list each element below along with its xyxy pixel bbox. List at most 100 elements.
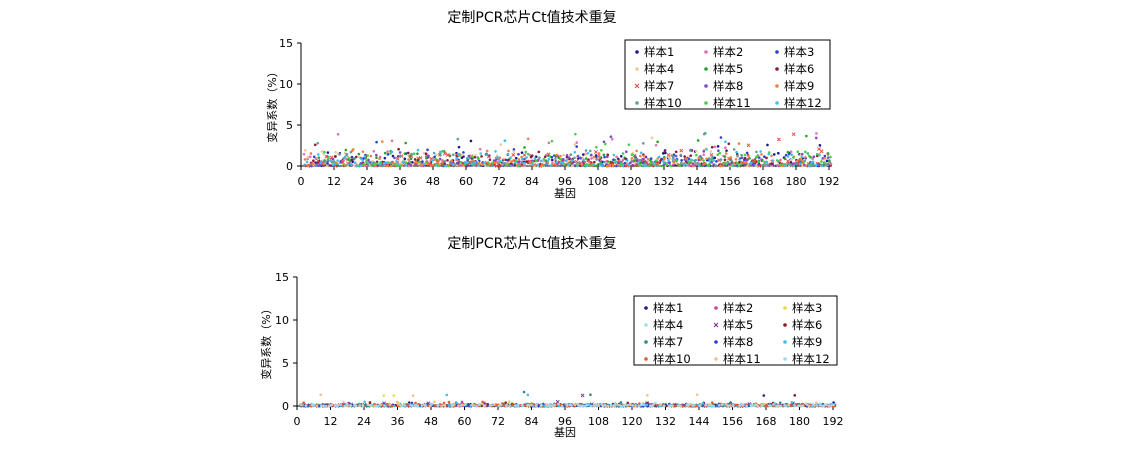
x-tick-label: 156 [720, 175, 741, 188]
point [398, 151, 402, 154]
point [522, 153, 527, 157]
point [409, 154, 414, 159]
point [492, 159, 496, 162]
point [756, 404, 760, 408]
point [490, 404, 493, 407]
point [455, 156, 458, 160]
point [473, 155, 477, 159]
legend: 样本1 样本2 样本3 样本4 样本5 样本6 样本7 样本8 样本9 样本10 样本11 样本12 [633, 295, 838, 366]
point [598, 164, 602, 167]
chart-1: 定制PCR芯片Ct值技术重复 0 5 10 15 0 12 24 36 48 60 72 84 96 108… [265, 9, 840, 200]
point [550, 164, 553, 167]
point [506, 152, 510, 156]
point [595, 155, 598, 159]
point [790, 404, 793, 408]
point [588, 149, 592, 153]
point [581, 153, 585, 156]
legend-item: 样本7 [644, 335, 683, 349]
point [728, 404, 732, 407]
point [492, 403, 496, 407]
point [695, 149, 698, 153]
legend-item: 样本3 [783, 301, 822, 315]
point [559, 154, 562, 158]
point [528, 164, 532, 168]
series-12 [305, 139, 824, 168]
point [657, 155, 661, 159]
legend-item: 样本9 [783, 335, 822, 349]
point [323, 160, 327, 163]
point [690, 159, 694, 162]
point [807, 404, 811, 408]
point [672, 163, 675, 166]
point [624, 150, 628, 154]
point [677, 404, 680, 408]
point [309, 164, 313, 168]
point [674, 154, 678, 158]
legend-label: 样本2 [723, 301, 753, 315]
x-tick-label: 72 [492, 175, 506, 188]
point [800, 155, 804, 159]
point [397, 147, 400, 151]
x-tick-label: 120 [622, 415, 643, 428]
point [730, 159, 733, 162]
legend-label: 样本9 [792, 335, 822, 349]
point [457, 153, 460, 156]
point [567, 156, 571, 159]
point [645, 403, 649, 407]
point [408, 160, 411, 163]
point [334, 404, 337, 407]
legend-marker [704, 50, 708, 54]
point [776, 137, 781, 142]
point [471, 160, 474, 164]
point [824, 164, 827, 167]
point [347, 156, 351, 160]
legend-marker [713, 322, 719, 328]
point [782, 163, 785, 166]
point [407, 162, 411, 166]
point [550, 158, 554, 162]
point [599, 160, 603, 164]
point [531, 160, 535, 164]
x-tick-label: 108 [588, 415, 609, 428]
point [553, 403, 556, 407]
point [772, 153, 776, 156]
point [547, 157, 551, 161]
legend-marker [783, 306, 787, 310]
point [681, 404, 685, 408]
point [331, 157, 335, 161]
point [457, 404, 460, 407]
x-tick-label: 180 [789, 415, 810, 428]
point [606, 404, 610, 408]
point [573, 403, 577, 407]
scatter-points [302, 131, 833, 168]
y-tick-label: 10 [279, 78, 293, 91]
point [414, 403, 417, 407]
point [631, 404, 635, 407]
point [319, 393, 323, 397]
point [400, 404, 403, 408]
legend-marker [783, 323, 787, 327]
point [315, 404, 319, 408]
point [747, 154, 750, 158]
point [592, 160, 596, 164]
point [526, 403, 530, 407]
point [595, 164, 599, 168]
legend-item: 样本8 [714, 335, 753, 349]
point [589, 404, 593, 408]
legend-marker [714, 357, 718, 361]
legend-marker [635, 67, 639, 71]
point [587, 160, 591, 163]
point [359, 162, 363, 165]
point [404, 164, 408, 167]
legend-marker [775, 50, 779, 54]
point [753, 403, 757, 406]
point [786, 155, 790, 158]
point [763, 155, 766, 159]
legend-label: 样本6 [792, 318, 822, 332]
point [559, 157, 562, 161]
point [600, 164, 604, 168]
point [426, 148, 429, 152]
point [709, 150, 713, 153]
point [634, 404, 637, 408]
